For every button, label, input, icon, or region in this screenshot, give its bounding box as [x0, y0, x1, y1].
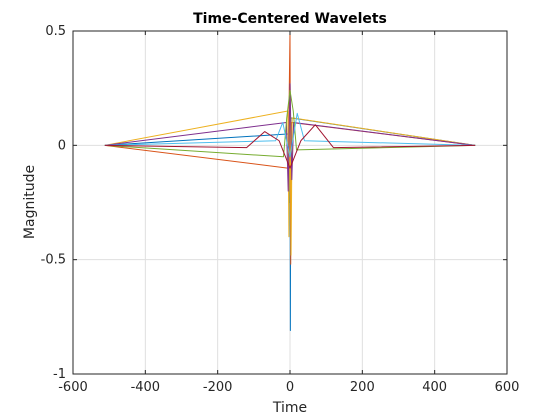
x-tick-label: 200 [350, 380, 375, 395]
y-axis-label: Magnitude [22, 165, 38, 239]
chart-title: Time-Centered Wavelets [193, 11, 387, 27]
y-tick-label: 0 [58, 138, 66, 153]
x-tick-label: 0 [286, 380, 294, 395]
x-axis-label: Time [272, 400, 307, 416]
x-tick-label: 400 [422, 380, 447, 395]
x-tick-label: -600 [58, 380, 88, 395]
y-tick-label: 0.5 [45, 24, 66, 39]
x-tick-label: -400 [131, 380, 161, 395]
series-line [104, 89, 476, 158]
y-tick-label: -0.5 [41, 253, 66, 268]
x-tick-label: -200 [203, 380, 233, 395]
y-ticks: -1 -0.5 0 0.5 [41, 24, 507, 382]
series-line [104, 112, 476, 158]
y-tick-label: -1 [53, 367, 66, 382]
x-tick-label: 600 [495, 380, 520, 395]
series-line [104, 124, 476, 169]
x-ticks: -600 -400 -200 0 200 400 600 [58, 31, 519, 395]
